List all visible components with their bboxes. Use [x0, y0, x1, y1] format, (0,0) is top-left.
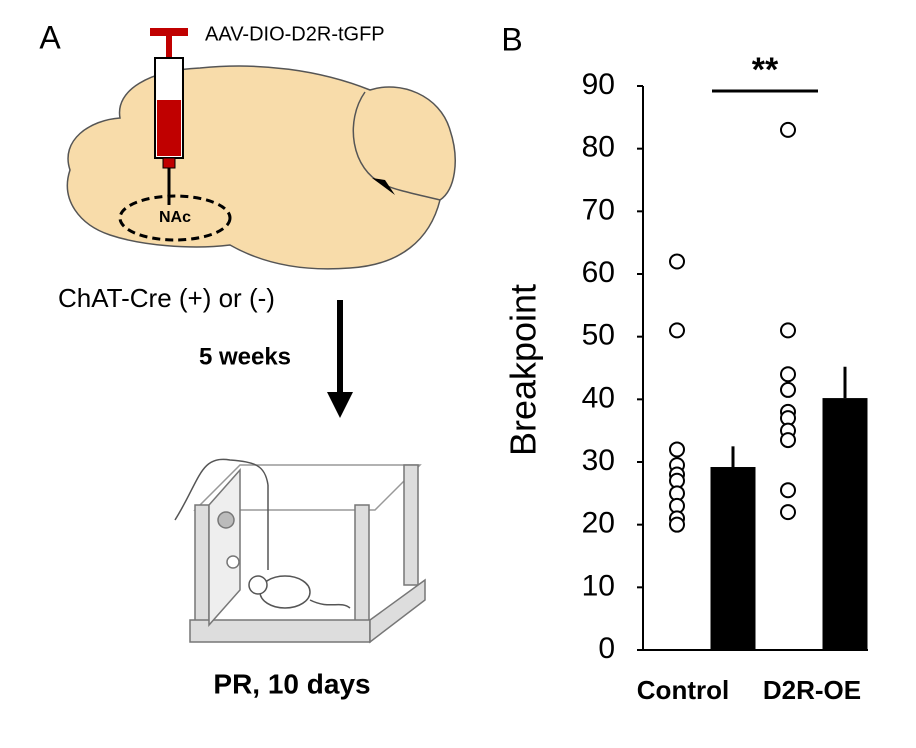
y-tick-label: 60 — [582, 256, 615, 289]
data-point — [780, 322, 796, 339]
y-tick-label: 10 — [582, 569, 615, 602]
significance: ** — [752, 51, 779, 89]
x-tick-label: Control — [637, 675, 729, 705]
panel-label: A — [39, 19, 61, 55]
y-tick-label: 70 — [582, 193, 615, 226]
test-label: PR, 10 days — [213, 668, 370, 699]
y-tick-label: 80 — [582, 131, 615, 164]
data-point — [780, 482, 796, 499]
y-tick-label: 30 — [582, 444, 615, 477]
data-point — [780, 504, 796, 521]
y-tick-label: 90 — [582, 68, 615, 101]
data-point — [780, 432, 796, 449]
data-point — [780, 366, 796, 383]
arrow — [327, 300, 353, 418]
y-tick-label: 50 — [582, 319, 615, 352]
data-point — [669, 516, 685, 533]
y-axis-title: Breakpoint — [503, 284, 544, 456]
data-point — [669, 253, 685, 270]
panel-label: B — [501, 21, 522, 57]
bar — [710, 467, 756, 650]
bar — [822, 398, 868, 650]
y-tick-label: 0 — [598, 632, 615, 665]
data-point — [669, 322, 685, 339]
genotype-label: ChAT-Cre (+) or (-) — [58, 283, 275, 313]
data-point — [780, 381, 796, 398]
region-label: NAc — [159, 209, 191, 226]
brain — [66, 65, 456, 270]
operant-box — [174, 458, 426, 644]
data-point — [780, 121, 796, 138]
interval-label: 5 weeks — [199, 343, 291, 370]
y-tick-label: 20 — [582, 507, 615, 540]
x-tick-label: D2R-OE — [763, 675, 861, 705]
data-point — [669, 441, 685, 458]
y-tick-label: 40 — [582, 381, 615, 414]
injection-label: AAV-DIO-D2R-tGFP — [205, 23, 385, 45]
syringe — [150, 28, 188, 205]
